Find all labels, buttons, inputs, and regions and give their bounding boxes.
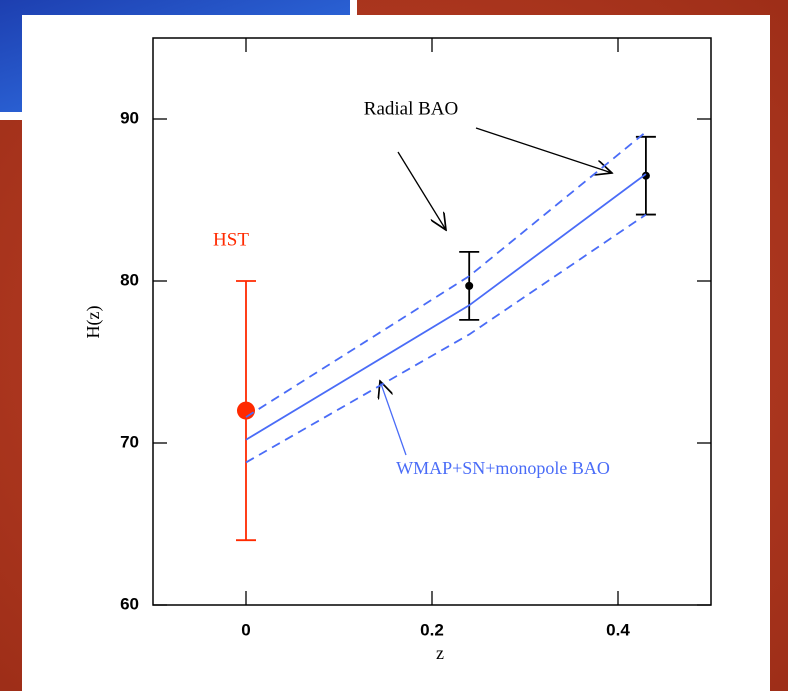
arrow [475,127,612,173]
y-tick-label: 90 [120,108,139,127]
x-axis-label: z [436,643,444,663]
x-tick-label: 0 [241,620,250,639]
y-tick-label: 80 [120,270,139,289]
chart-panel [22,15,770,691]
y-tick-label: 70 [120,432,139,451]
x-tick-label: 0.4 [606,620,630,639]
model-annotation: WMAP+SN+monopole BAO [396,458,610,478]
x-tick-label: 0.2 [420,620,444,639]
arrow [380,381,407,456]
annotation-arrows [397,127,612,230]
y-tick-label: 60 [120,594,139,613]
model-line [245,173,647,441]
data-point [465,281,474,290]
y-axis-label: H(z) [83,306,104,339]
bound-line [245,131,647,418]
bound-line [245,213,647,464]
plot-area: 60 70 80 90 0 0.2 0.4 [120,38,711,639]
hst-annotation: HST [213,229,249,250]
arrow [397,151,446,230]
model-arrow-group [380,381,407,456]
radial-bao-annotation: Radial BAO [364,98,458,119]
data-point [641,171,650,180]
